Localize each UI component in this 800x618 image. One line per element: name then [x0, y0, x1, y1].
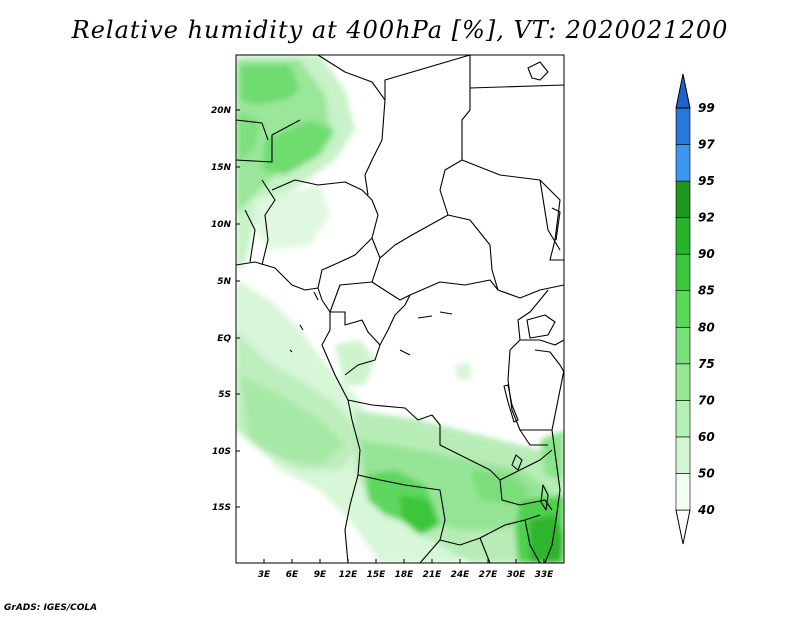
lon-label: 12E: [339, 570, 359, 580]
colorbar-box: [675, 363, 691, 401]
colorbar-label: 85: [698, 284, 715, 298]
colorbar-box: [675, 326, 691, 365]
colorbar-label: 97: [698, 138, 715, 152]
colorbar-box: [675, 217, 691, 255]
humidity-shading: [236, 55, 564, 563]
lon-label: 6E: [286, 570, 299, 580]
colorbar-box: [675, 180, 691, 218]
lon-label: 3E: [258, 570, 271, 580]
colorbar-label: 95: [698, 174, 715, 188]
lat-label: EQ: [217, 334, 231, 344]
colorbar-label: 60: [698, 430, 715, 444]
colorbar-box: [675, 436, 691, 474]
lon-label: 33E: [535, 570, 555, 580]
lat-label: 20N: [211, 106, 232, 116]
colorbar-label: 99: [698, 101, 715, 115]
colorbar-label: 75: [698, 357, 715, 371]
lat-label: 15N: [211, 163, 232, 173]
lon-label: 30E: [507, 570, 527, 580]
colorbar-box: [675, 107, 691, 145]
colorbar-label: 92: [698, 211, 715, 225]
lon-label: 15E: [367, 570, 387, 580]
lon-label: 24E: [451, 570, 471, 580]
lat-label: 10N: [211, 220, 232, 230]
colorbar-box: [675, 473, 691, 511]
lat-label: 5S: [218, 390, 231, 400]
colorbar-box: [675, 144, 691, 182]
lon-label: 27E: [479, 570, 499, 580]
map-title: Relative humidity at 400hPa [%], VT: 202…: [71, 16, 729, 44]
lat-label: 10S: [212, 447, 231, 457]
lon-label: 18E: [395, 570, 415, 580]
lat-label: 5N: [217, 277, 231, 287]
colorbar-label: 90: [698, 247, 715, 261]
map-frame: [235, 54, 565, 564]
colorbar-box: [675, 253, 691, 292]
grads-credit: GrADS: IGES/COLA: [4, 603, 98, 613]
colorbar-label: 70: [698, 393, 715, 407]
colorbar-label: 50: [698, 466, 715, 480]
lon-label: 9E: [314, 570, 327, 580]
lon-axis: 3E 6E 9E 12E 15E 18E 21E 24E 27E 30E 33E: [258, 570, 554, 580]
colorbar-upper-extend: [675, 73, 691, 109]
country-borders: [236, 55, 564, 563]
colorbar-label: 40: [697, 503, 715, 517]
colorbar-box: [675, 290, 691, 328]
colorbar-label: 80: [698, 320, 715, 334]
colorbar-lower-extend: [675, 509, 691, 545]
lat-axis: 20N 15N 10N 5N EQ 5S 10S 15S: [211, 106, 232, 513]
colorbar: 40 50 60 70 75 80 85 90 92 95 97 99: [675, 73, 715, 545]
lat-label: 15S: [212, 503, 231, 513]
colorbar-box: [675, 400, 691, 438]
lon-label: 21E: [423, 570, 443, 580]
